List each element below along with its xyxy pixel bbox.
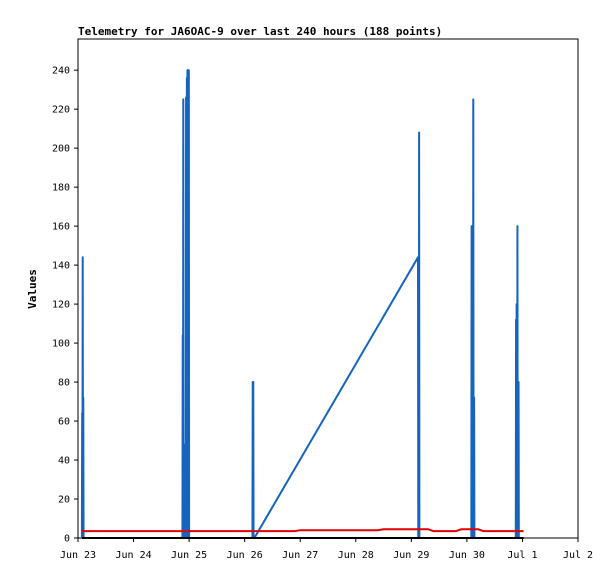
y-tick-label: 240: [52, 66, 70, 77]
x-tick-label: Jul 2: [563, 550, 593, 561]
y-tick-label: 0: [64, 534, 70, 545]
x-tick-label: Jun 26: [227, 550, 263, 561]
y-tick-label: 220: [52, 105, 70, 116]
x-tick-label: Jun 25: [171, 550, 207, 561]
x-tick-label: Jun 24: [115, 550, 151, 561]
y-axis-label: Values: [26, 269, 39, 309]
y-tick-label: 160: [52, 222, 70, 233]
y-tick-label: 40: [58, 456, 70, 467]
x-tick-label: Jun 23: [60, 550, 96, 561]
x-tick-label: Jun 28: [338, 550, 374, 561]
y-tick-label: 20: [58, 495, 70, 506]
series-line-0: [80, 69, 521, 539]
y-tick-label: 60: [58, 417, 70, 428]
y-tick-label: 100: [52, 339, 70, 350]
plot-frame: [77, 38, 579, 539]
series-layer: [80, 69, 524, 539]
y-tick-label: 140: [52, 261, 70, 272]
x-tick-label: Jul 1: [507, 550, 537, 561]
y-tick-label: 80: [58, 378, 70, 389]
x-tick-label: Jun 27: [282, 550, 318, 561]
y-axis: 0 20 40 60 80 100 120 140 160 180 200 220 240: [52, 66, 78, 545]
x-axis: Jun 23 Jun 24 Jun 25 Jun 26 Jun 27 Jun 28 Jun …: [60, 538, 593, 561]
y-tick-label: 120: [52, 300, 70, 311]
y-tick-label: 200: [52, 144, 70, 155]
series-line-1: [81, 528, 524, 533]
y-tick-label: 180: [52, 183, 70, 194]
x-tick-label: Jun 30: [449, 550, 485, 561]
x-tick-label: Jun 29: [393, 550, 429, 561]
chart-title: Telemetry for JA6OAC-9 over last 240 hou…: [78, 25, 442, 38]
